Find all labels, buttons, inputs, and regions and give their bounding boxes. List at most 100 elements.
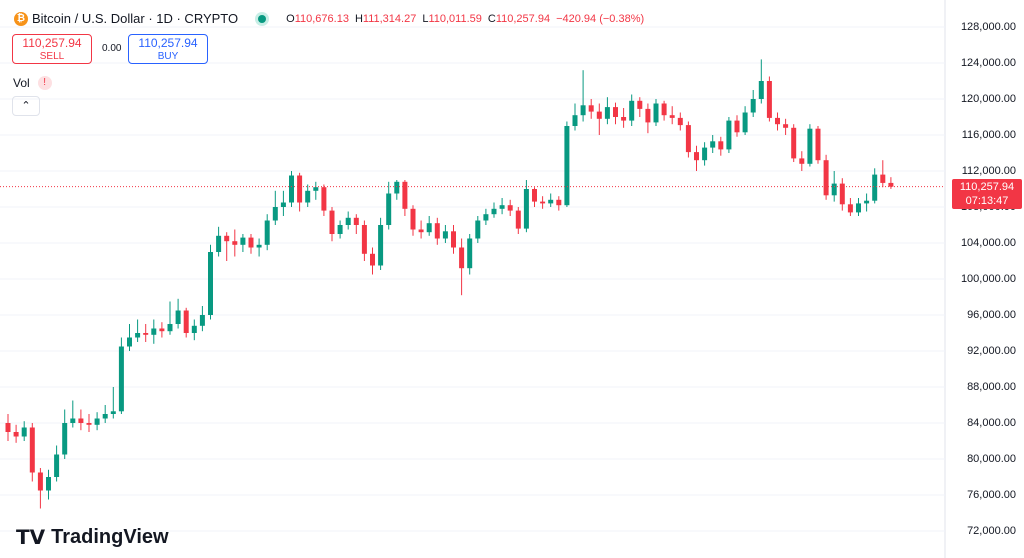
- candle-body: [629, 100, 635, 121]
- candle-body: [191, 325, 197, 333]
- collapse-button[interactable]: ⌃: [12, 96, 40, 116]
- candle-body: [523, 189, 529, 229]
- candle-body: [451, 231, 456, 248]
- last-price: 110,257.94: [959, 180, 1015, 193]
- candle-body: [734, 120, 740, 133]
- y-tick-label: 128,000.00: [961, 21, 1016, 33]
- warning-icon[interactable]: !: [37, 76, 52, 90]
- y-tick-label: 88,000.00: [967, 381, 1016, 393]
- candle-body: [110, 411, 116, 414]
- candle-body: [775, 117, 780, 125]
- logo: 𝗧𝗩 TradingView: [16, 525, 169, 550]
- sell-label: SELL: [39, 51, 65, 62]
- candle-body: [313, 187, 319, 191]
- candle-body: [726, 120, 732, 150]
- candle-body: [297, 175, 303, 203]
- sell-price: 110,257.94: [22, 36, 82, 50]
- sell-button[interactable]: 110,257.94 SELL: [12, 34, 92, 64]
- candle-body: [337, 225, 343, 234]
- candle-body: [815, 128, 821, 161]
- candle-body: [540, 201, 546, 204]
- candle-body: [361, 225, 367, 254]
- candle-body: [799, 158, 805, 164]
- candle-body: [418, 229, 424, 233]
- y-tick-label: 124,000.00: [961, 57, 1016, 69]
- candle-body: [888, 182, 894, 187]
- last-price-label: 110,257.94 07:13:47: [952, 178, 1022, 209]
- candle-body: [70, 418, 76, 423]
- candle-body: [661, 103, 667, 116]
- ohlc-item: L110,011.59: [422, 13, 482, 25]
- candle-body: [127, 337, 132, 347]
- candle-body: [653, 103, 659, 123]
- candle-body: [167, 324, 173, 332]
- ohlc-item: C110,257.94: [488, 13, 550, 25]
- ohlc-value: 110,011.59: [428, 12, 482, 25]
- logo-text: TradingView: [51, 526, 169, 548]
- candle-body: [669, 115, 675, 118]
- buy-label: BUY: [157, 51, 179, 62]
- candle-body: [240, 237, 246, 245]
- candle-body: [78, 418, 84, 423]
- candle-body: [718, 141, 724, 150]
- candle-body: [37, 472, 43, 491]
- buy-button[interactable]: 110,257.94 BUY: [128, 34, 208, 64]
- candle-body: [256, 244, 262, 248]
- candle-body: [208, 252, 213, 315]
- candle-body: [864, 200, 870, 204]
- candle-body: [467, 238, 473, 269]
- candle-body: [750, 99, 756, 113]
- candle-body: [872, 174, 878, 201]
- symbol-header: ₿ Bitcoin / U.S. Dollar · 1D · CRYPTO O1…: [14, 11, 644, 26]
- candle-body: [621, 117, 627, 121]
- candle-body: [532, 189, 537, 202]
- candle-body: [232, 241, 238, 245]
- ohlc-item: O110,676.13: [286, 13, 349, 25]
- candle-body: [710, 141, 716, 148]
- candle-body: [434, 223, 440, 239]
- candle-body: [143, 333, 149, 335]
- candle-body: [62, 423, 68, 455]
- candle-body: [386, 193, 392, 225]
- y-tick-label: 96,000.00: [967, 309, 1016, 321]
- candle-body: [21, 427, 27, 437]
- ohlc-item: H111,314.27: [355, 13, 416, 25]
- symbol-title[interactable]: Bitcoin / U.S. Dollar · 1D · CRYPTO: [32, 11, 239, 26]
- candle-body: [183, 310, 189, 333]
- ohlc-key: O: [286, 12, 295, 25]
- candle-body: [329, 210, 335, 234]
- candle-body: [499, 205, 505, 209]
- candle-body: [637, 100, 643, 109]
- ohlc-value: 111,314.27: [362, 12, 417, 25]
- candle-body: [758, 81, 764, 99]
- candle-body: [807, 128, 813, 164]
- candle-body: [216, 235, 222, 252]
- spread: 0.00: [102, 43, 122, 54]
- candle-body: [151, 328, 157, 335]
- y-tick-label: 112,000.00: [962, 165, 1016, 177]
- volume-legend: Vol!: [13, 76, 52, 90]
- candle-body: [410, 208, 416, 230]
- candle-body: [94, 418, 100, 425]
- candle-body: [588, 105, 594, 112]
- candle-body: [199, 315, 205, 326]
- countdown: 07:13:47: [965, 194, 1009, 207]
- candle-body: [118, 346, 124, 412]
- candle-body: [548, 199, 554, 204]
- candle-body: [272, 207, 278, 221]
- candle-body: [370, 253, 375, 266]
- vol-label: Vol: [13, 76, 30, 90]
- candle-body: [613, 107, 618, 117]
- candle-body: [475, 220, 481, 239]
- ohlc-value: 110,257.94: [495, 12, 551, 25]
- candle-body: [783, 124, 789, 128]
- candle-body: [596, 111, 602, 119]
- y-tick-label: 72,000.00: [967, 525, 1016, 537]
- candle-body: [394, 181, 400, 194]
- ohlc-value: 110,676.13: [294, 12, 349, 25]
- candle-body: [515, 210, 521, 229]
- candle-body: [694, 152, 699, 161]
- candle-body: [29, 427, 35, 473]
- candle-body: [556, 199, 562, 206]
- candle-body: [378, 225, 384, 266]
